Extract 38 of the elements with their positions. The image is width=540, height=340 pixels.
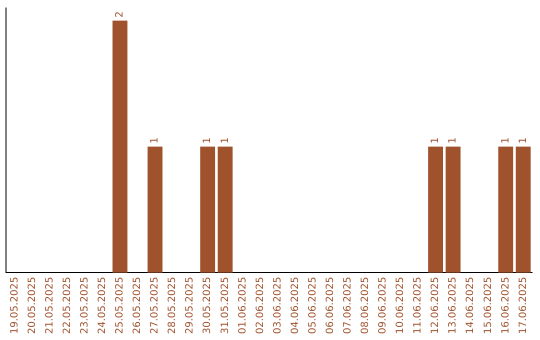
x-tick-label: 19.05.2025 (9, 276, 20, 334)
x-tick-label: 11.06.2025 (412, 276, 424, 334)
x-tick-label: 08.06.2025 (360, 276, 372, 334)
x-tick-label: 14.06.2025 (465, 276, 476, 334)
data-label: 1 (202, 137, 214, 144)
x-tick-label: 12.06.2025 (430, 276, 442, 334)
x-tick-label: 20.05.2025 (26, 276, 38, 334)
x-tick-label: 26.05.2025 (132, 276, 144, 334)
data-label: 1 (430, 137, 442, 144)
x-tick-label: 01.06.2025 (237, 276, 248, 334)
x-tick-label: 05.06.2025 (307, 276, 318, 334)
data-label: 1 (500, 137, 512, 144)
x-tick-label: 24.05.2025 (97, 276, 108, 334)
x-tick-label: 25.05.2025 (114, 276, 126, 334)
x-tick-label: 07.06.2025 (342, 276, 354, 334)
x-tick-label: 10.06.2025 (395, 276, 406, 334)
data-label: 1 (448, 137, 459, 144)
x-tick-label: 02.06.2025 (254, 276, 266, 334)
x-tick-label: 15.06.2025 (482, 276, 494, 334)
data-label: 1 (150, 137, 161, 144)
x-tick-label: 31.05.2025 (220, 276, 231, 334)
x-tick-label: 06.06.2025 (324, 276, 336, 334)
x-tick-label: 09.06.2025 (378, 276, 389, 334)
x-tick-label: 16.06.2025 (500, 276, 512, 334)
x-tick-label: 17.06.2025 (518, 276, 529, 334)
data-label: 2 (114, 11, 126, 18)
x-tick-label: 04.06.2025 (290, 276, 301, 334)
data-label: 1 (518, 137, 529, 144)
x-tick-label: 13.06.2025 (448, 276, 459, 334)
x-tick-label: 03.06.2025 (272, 276, 284, 334)
x-tick-label: 27.05.2025 (150, 276, 161, 334)
x-tick-label: 23.05.2025 (79, 276, 90, 334)
x-tick-label: 22.05.2025 (62, 276, 73, 334)
x-tick-label: 28.05.2025 (167, 276, 178, 334)
x-tick-label: 29.05.2025 (184, 276, 196, 334)
x-tick-label: 30.05.2025 (202, 276, 214, 334)
data-label: 1 (220, 137, 231, 144)
x-tick-label: 21.05.2025 (44, 276, 56, 334)
